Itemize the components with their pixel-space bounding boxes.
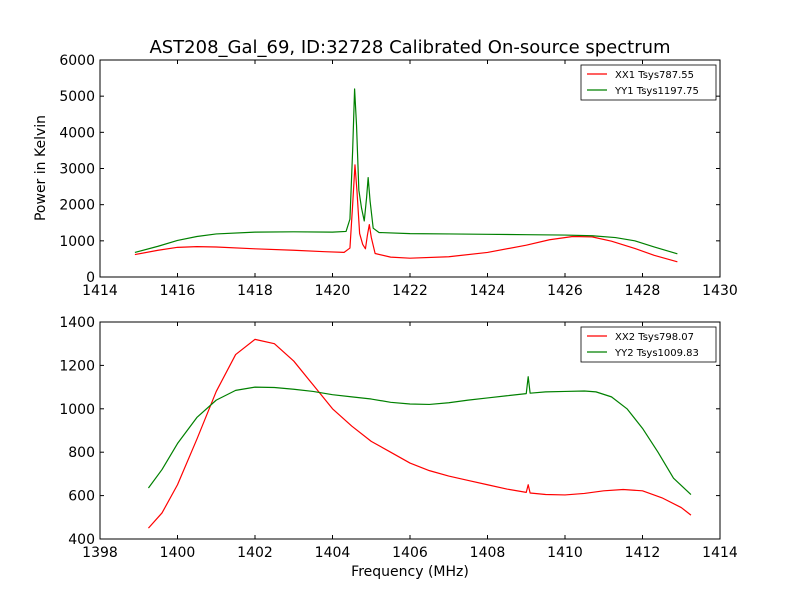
x-tick-label: 1406 [392, 545, 428, 561]
x-tick-label: 1412 [625, 545, 661, 561]
x-tick-label: 1428 [625, 283, 661, 299]
panel-2: 1398 1400 1402 1404 1406 1408 1410 1412 1414 400 6… [59, 315, 738, 561]
x-tick-label: 1400 [160, 545, 196, 561]
y-tick-label: 5000 [59, 89, 95, 105]
x-axis-label: Frequency (MHz) [351, 564, 469, 580]
y-tick-label: 2000 [59, 198, 95, 214]
panel-1: 1414 1416 1418 1420 1422 1424 1426 1428 1430 0 100… [59, 53, 737, 299]
y-tick-label: 1000 [59, 402, 95, 418]
x-tick-label: 1410 [547, 545, 583, 561]
y-tick-label: 1000 [59, 234, 95, 250]
y-tick-label: 6000 [59, 53, 95, 69]
x-tick-label: 1402 [237, 545, 273, 561]
y-tick-label: 0 [86, 270, 95, 286]
series-line-1-2 [134, 88, 678, 255]
x-tick-label: 1398 [82, 545, 118, 561]
legend-box [580, 64, 717, 101]
plot-panels: 1414 1416 1418 1420 1422 1424 1426 1428 1430 0 100… [59, 53, 738, 561]
legend-label: XX1 Tsys787.55 [615, 70, 694, 81]
legend-label: YY1 Tsys1197.75 [614, 86, 699, 97]
x-tick-label: 1422 [392, 283, 428, 299]
x-tick-label: 1420 [315, 283, 351, 299]
x-tick-label: 1404 [315, 545, 351, 561]
y-tick-label: 3000 [59, 162, 95, 178]
x-tick-label: 1426 [547, 283, 583, 299]
series-line-2-1 [147, 338, 692, 529]
legend-label: YY2 Tsys1009.83 [614, 348, 699, 359]
legend-box [580, 326, 717, 363]
series-line-2-2 [147, 376, 692, 495]
legend: XX1 Tsys787.55 YY1 Tsys1197.75 [580, 64, 717, 101]
x-tick-label: 1430 [702, 283, 738, 299]
x-tick-label: 1414 [82, 283, 118, 299]
chart-title: AST208_Gal_69, ID:32728 Calibrated On-so… [149, 37, 670, 58]
x-tick-label: 1416 [160, 283, 196, 299]
x-tick-label: 1414 [702, 545, 738, 561]
x-tick-label: 1418 [237, 283, 273, 299]
y-tick-label: 1400 [59, 315, 95, 331]
legend: XX2 Tsys798.07 YY2 Tsys1009.83 [580, 326, 717, 363]
y-tick-label: 600 [68, 489, 95, 505]
y-tick-label: 400 [68, 532, 95, 548]
y-tick-label: 4000 [59, 125, 95, 141]
legend-label: XX2 Tsys798.07 [615, 332, 694, 343]
y-axis-label: Power in Kelvin [33, 115, 49, 221]
series-line-1-1 [134, 164, 678, 263]
y-tick-label: 800 [68, 445, 95, 461]
x-tick-label: 1424 [470, 283, 506, 299]
y-tick-label: 1200 [59, 358, 95, 374]
x-tick-label: 1408 [470, 545, 506, 561]
